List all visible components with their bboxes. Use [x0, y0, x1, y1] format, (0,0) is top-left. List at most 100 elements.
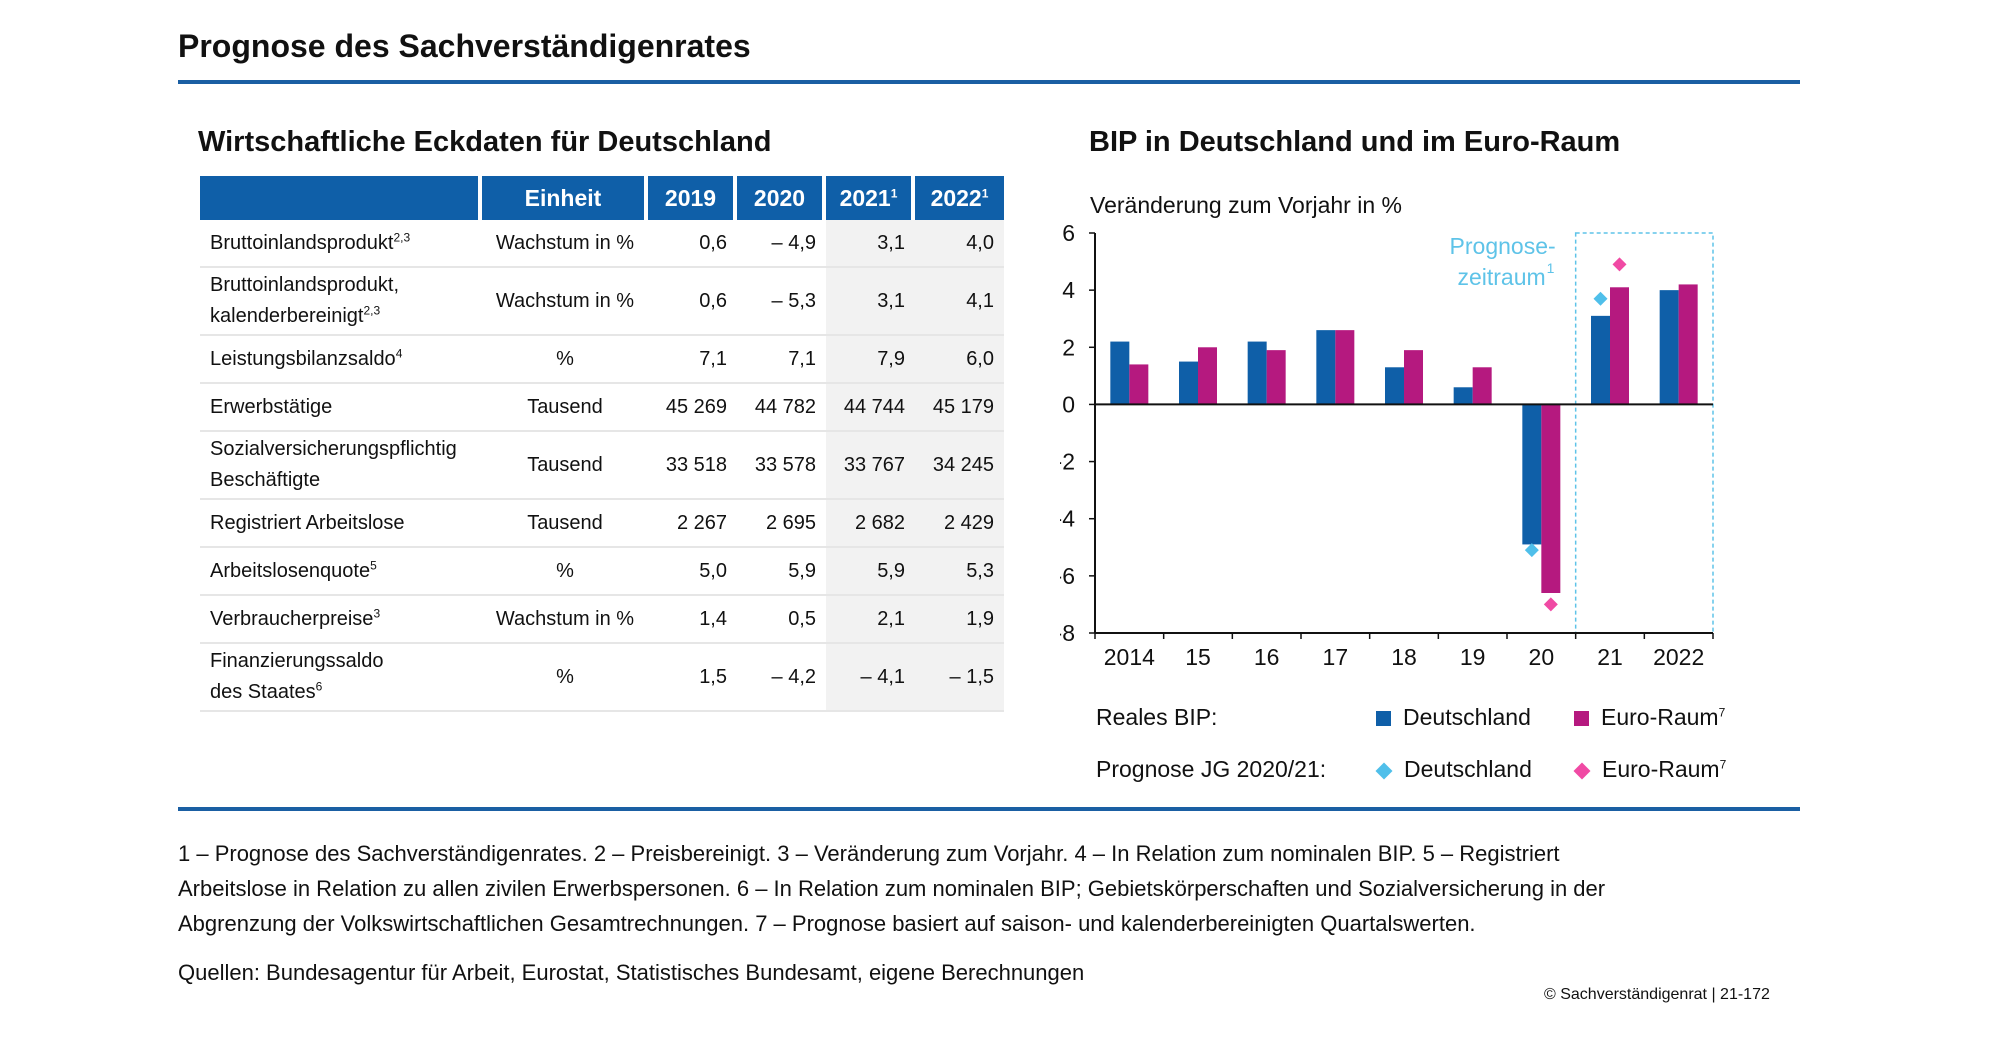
- legend-eu-forecast: Euro-Raum7: [1573, 756, 1726, 783]
- row-value: 2 429: [915, 500, 1004, 548]
- bar-deutschland: [1316, 330, 1336, 405]
- row-value: 45 179: [915, 384, 1004, 432]
- y-tick-label: 6: [1062, 220, 1075, 246]
- row-value: 2 267: [648, 500, 737, 548]
- bar-euro-raum: [1472, 367, 1492, 405]
- row-value: 3,1: [826, 268, 915, 336]
- bar-deutschland: [1385, 367, 1404, 405]
- bar-euro-raum: [1266, 350, 1286, 405]
- chart-legend: Reales BIP: Deutschland Euro-Raum7 Progn…: [1060, 704, 1760, 794]
- row-value: 6,0: [915, 336, 1004, 384]
- page-title: Prognose des Sachverständigenrates: [178, 28, 751, 64]
- y-tick-label: -8: [1060, 620, 1075, 646]
- chart-title: BIP in Deutschland und im Euro-Raum: [1089, 126, 1621, 158]
- row-unit: Tausend: [482, 384, 648, 432]
- bar-euro-raum: [1129, 364, 1149, 405]
- row-value: 1,5: [648, 644, 737, 712]
- table-row: Sozialversicherungspflichtig Beschäftigte…: [200, 432, 1004, 500]
- row-value: 2 695: [737, 500, 826, 548]
- row-unit: %: [482, 644, 648, 712]
- sources: Quellen: Bundesagentur für Arbeit, Euros…: [178, 960, 1085, 985]
- x-tick-label: 2022: [1653, 644, 1704, 670]
- x-tick-label: 2014: [1104, 644, 1155, 670]
- y-tick-label: -6: [1060, 563, 1075, 589]
- legend-eu-forecast-marker: [1573, 762, 1591, 780]
- row-value: 0,6: [648, 220, 737, 268]
- forecast-region-label: Prognose-: [1450, 233, 1556, 259]
- table-row: Arbeitslosenquote5% 5,0 5,9 5,9 5,3: [200, 548, 1004, 596]
- table-row: Registriert Arbeitslose Tausend 2 267 2 695…: [200, 500, 1004, 548]
- legend-row1-label: Reales BIP:: [1096, 704, 1218, 730]
- header-cell: 20211: [826, 176, 915, 220]
- header-cell: Einheit: [482, 176, 648, 220]
- x-tick-label: 18: [1391, 644, 1417, 670]
- bar-euro-raum: [1678, 284, 1698, 405]
- legend-eu-bar: Euro-Raum7: [1574, 704, 1725, 731]
- table-header-row: Einheit 2019 2020 20211 20221: [200, 176, 1004, 220]
- row-value: – 1,5: [915, 644, 1004, 712]
- x-tick-label: 21: [1597, 644, 1623, 670]
- x-tick-label: 16: [1254, 644, 1280, 670]
- row-label: Arbeitslosenquote5: [200, 548, 482, 596]
- row-value: 4,1: [915, 268, 1004, 336]
- row-label: Finanzierungssaldo des Staates6: [200, 644, 482, 712]
- y-axis-label: Veränderung zum Vorjahr in %: [1090, 192, 1402, 218]
- bar-deutschland: [1247, 341, 1267, 405]
- forecast-marker-deutschland: [1524, 543, 1539, 558]
- row-value: 5,0: [648, 548, 737, 596]
- y-tick-label: 0: [1062, 391, 1075, 417]
- row-value: 5,9: [737, 548, 826, 596]
- bar-euro-raum: [1610, 287, 1629, 405]
- bar-deutschland: [1591, 315, 1610, 405]
- row-value: 7,1: [648, 336, 737, 384]
- bar-deutschland: [1110, 341, 1130, 405]
- row-value: 2,1: [826, 596, 915, 644]
- row-value: – 4,9: [737, 220, 826, 268]
- top-divider: [178, 80, 1800, 84]
- row-value: – 4,1: [826, 644, 915, 712]
- header-cell: 20221: [915, 176, 1004, 220]
- header-cell: 2020: [737, 176, 826, 220]
- row-value: 7,9: [826, 336, 915, 384]
- bar-euro-raum: [1198, 347, 1217, 405]
- header-cell: [200, 176, 482, 220]
- table-row: Bruttoinlandsprodukt, kalenderbereinigt2,…: [200, 268, 1004, 336]
- row-value: 1,4: [648, 596, 737, 644]
- bar-euro-raum: [1335, 330, 1355, 405]
- eckdaten-table: Einheit 2019 2020 20211 20221 Bruttoinla…: [200, 176, 1004, 712]
- legend-de-bar: Deutschland: [1376, 704, 1531, 731]
- row-value: 3,1: [826, 220, 915, 268]
- legend-de-forecast: Deutschland: [1375, 756, 1532, 783]
- bip-chart-plot: Veränderung zum Vorjahr in % Prognose-zei…: [1060, 192, 1714, 670]
- footnote-line: 1 – Prognose des Sachverständigenrates. …: [178, 841, 1560, 866]
- bar-euro-raum: [1541, 404, 1561, 593]
- header-cell: 2019: [648, 176, 737, 220]
- row-label: Erwerbstätige: [200, 384, 482, 432]
- copyright: © Sachverständigenrat | 21-172: [1544, 986, 1770, 1003]
- row-value: 33 578: [737, 432, 826, 500]
- legend-eu-bar-swatch: [1574, 711, 1589, 727]
- row-value: 4,0: [915, 220, 1004, 268]
- table-row: Bruttoinlandsprodukt2,3 Wachstum in % 0,6–…: [200, 220, 1004, 268]
- row-value: – 4,2: [737, 644, 826, 712]
- y-tick-label: -2: [1060, 449, 1075, 475]
- row-unit: Wachstum in %: [482, 268, 648, 336]
- forecast-marker-euro-raum: [1543, 597, 1558, 612]
- forecast-marker-deutschland: [1593, 291, 1608, 306]
- row-unit: %: [482, 548, 648, 596]
- row-value: 33 767: [826, 432, 915, 500]
- table-row: Leistungsbilanzsaldo4% 7,1 7,1 7,9 6,0: [200, 336, 1004, 384]
- footnote-line: Arbeitslose in Relation zu allen zivilen…: [178, 876, 1606, 901]
- row-unit: Wachstum in %: [482, 596, 648, 644]
- table-row: Erwerbstätige Tausend 45 269 44 782 44 744 45…: [200, 384, 1004, 432]
- row-unit: Wachstum in %: [482, 220, 648, 268]
- row-value: – 5,3: [737, 268, 826, 336]
- row-value: 44 744: [826, 384, 915, 432]
- row-value: 34 245: [915, 432, 1004, 500]
- forecast-region-label-sup: 1: [1547, 260, 1555, 276]
- row-value: 45 269: [648, 384, 737, 432]
- legend-de-bar-swatch: [1376, 711, 1391, 727]
- row-value: 1,9: [915, 596, 1004, 644]
- row-label: Registriert Arbeitslose: [200, 500, 482, 548]
- row-label: Leistungsbilanzsaldo4: [200, 336, 482, 384]
